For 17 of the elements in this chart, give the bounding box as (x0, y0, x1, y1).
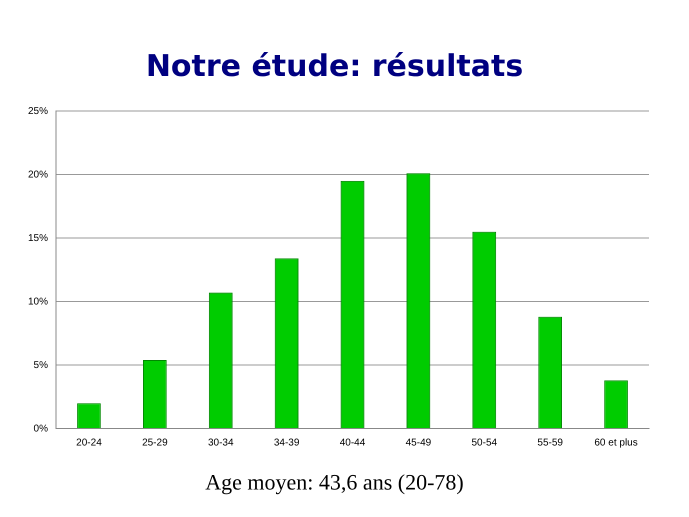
y-tick-label: 25% (28, 106, 48, 117)
x-tick-label: 34-39 (274, 437, 300, 448)
x-tick-label: 55-59 (537, 437, 564, 448)
x-tick-label: 50-54 (471, 437, 498, 448)
chart-title: Notre étude: résultats (146, 48, 524, 84)
x-tick-label: 20-24 (76, 437, 102, 448)
text: Age moyen: 43,6 ans (20-78) (205, 470, 464, 495)
x-tick-label: 30-34 (208, 437, 234, 448)
y-tick-label: 15% (28, 232, 48, 244)
x-tick-label: 25-29 (142, 437, 168, 448)
x-tick-label: 45-49 (406, 437, 432, 448)
y-tick-label: 0% (34, 423, 48, 434)
x-tick-label: 40-44 (340, 437, 366, 448)
x-tick-label: 60 et plus (594, 437, 638, 448)
y-tick-label: 10% (28, 296, 48, 308)
y-tick-label: 20% (28, 169, 48, 180)
y-tick-label: 5% (34, 360, 48, 371)
